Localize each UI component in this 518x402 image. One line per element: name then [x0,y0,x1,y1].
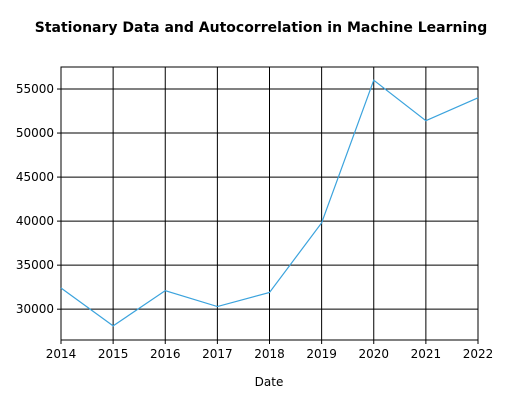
x-tick-label: 2015 [98,347,129,361]
x-tick-label: 2021 [411,347,442,361]
y-tick-label: 45000 [16,170,54,184]
x-tick-label: 2020 [358,347,389,361]
y-tick-label: 35000 [16,258,54,272]
x-tick-label: 2014 [46,347,77,361]
data-line [60,79,479,327]
y-tick-label: 30000 [16,302,54,316]
x-tick-label: 2018 [254,347,285,361]
y-tick-label: 55000 [16,82,54,96]
plot-frame [60,66,479,341]
x-axis-label: Date [255,375,284,389]
x-tick-label: 2019 [306,347,337,361]
y-tick-label: 40000 [16,214,54,228]
x-tick-label: 2022 [463,347,494,361]
x-tick-label: 2016 [150,347,181,361]
chart-title: Stationary Data and Autocorrelation in M… [35,20,488,36]
x-tick-label: 2017 [202,347,233,361]
y-tick-label: 50000 [16,126,54,140]
